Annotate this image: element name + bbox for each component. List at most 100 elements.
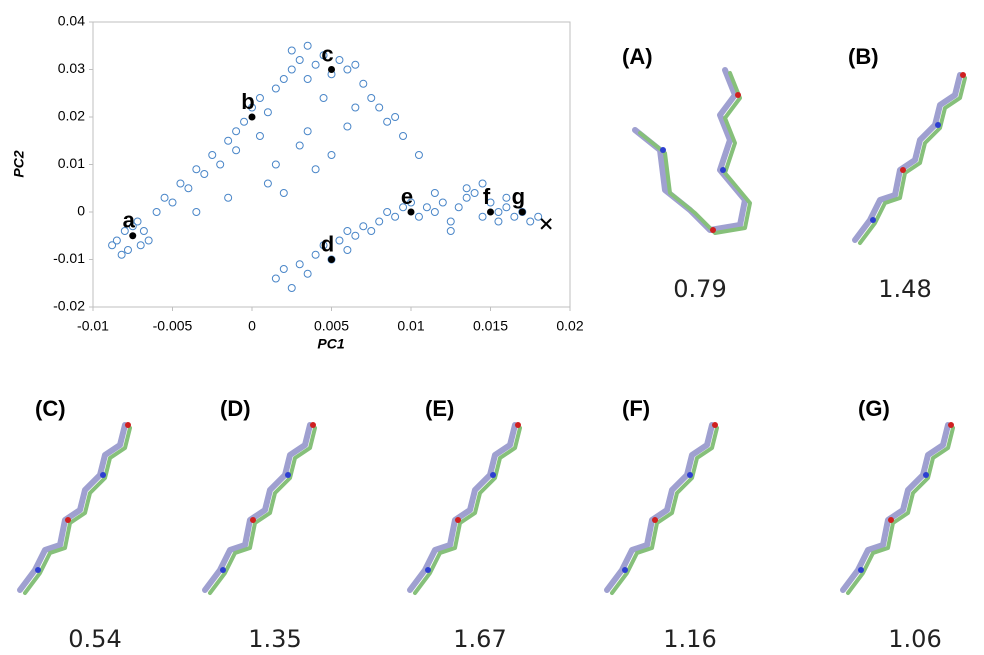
point (335, 56, 344, 64)
atom (515, 422, 521, 428)
point (502, 193, 511, 202)
atom (870, 217, 876, 223)
point (184, 184, 193, 193)
point (279, 189, 288, 197)
molecule-stick (610, 426, 719, 595)
atom (935, 122, 941, 128)
x-tick-label: -0.01 (77, 318, 109, 334)
point (168, 198, 177, 207)
point (391, 113, 400, 121)
point (391, 212, 400, 221)
atom (720, 167, 726, 173)
panel-label: (E) (425, 396, 454, 421)
point (510, 212, 519, 221)
point (462, 193, 471, 202)
point (287, 284, 296, 292)
point (343, 65, 352, 74)
y-tick-label: 0.01 (58, 155, 85, 171)
point (152, 208, 161, 216)
atom (888, 517, 894, 523)
point (430, 189, 439, 197)
panel-rmsd: 0.79 (673, 275, 726, 303)
molecule-stick (632, 67, 748, 233)
point (454, 203, 463, 212)
point (414, 212, 423, 221)
point (414, 151, 423, 159)
atom (900, 167, 906, 173)
x-tick-label: 0 (248, 318, 256, 334)
atom (455, 517, 461, 523)
point (117, 250, 126, 259)
point (224, 136, 233, 145)
point (327, 151, 336, 159)
point (351, 60, 360, 69)
y-tick-label: -0.02 (53, 298, 85, 314)
atom (923, 472, 929, 478)
atom (710, 227, 716, 233)
molecule-panel (604, 422, 719, 595)
point (494, 217, 503, 226)
point (248, 103, 256, 112)
panel-rmsd: 0.54 (68, 625, 121, 650)
point (255, 132, 264, 140)
point-label: a (123, 208, 136, 233)
atom (735, 92, 741, 98)
point-label: d (321, 231, 334, 256)
labeled-point (487, 208, 494, 216)
point (351, 103, 360, 112)
labeled-point (248, 113, 256, 121)
labeled-point (328, 256, 335, 263)
atom (490, 472, 496, 478)
point (526, 217, 535, 226)
point (279, 265, 288, 273)
point (343, 122, 352, 131)
panel-rmsd: 1.35 (248, 625, 301, 650)
point (319, 51, 328, 60)
atom (125, 422, 131, 428)
point (422, 203, 431, 212)
point (123, 246, 132, 254)
point (263, 108, 272, 117)
atom (858, 567, 864, 573)
molecule-stick (604, 422, 715, 593)
atom (687, 472, 693, 478)
point (470, 189, 479, 197)
atom (660, 147, 666, 153)
point (133, 217, 142, 226)
point (271, 160, 280, 169)
panel-rmsd: 1.06 (888, 625, 941, 650)
point (303, 269, 312, 278)
panel-rmsd: 1.16 (663, 625, 716, 650)
y-tick-label: -0.01 (53, 250, 85, 266)
point (200, 170, 209, 178)
atom (425, 567, 431, 573)
point (192, 208, 201, 216)
panel-label: (F) (622, 396, 650, 421)
point (287, 65, 296, 74)
point-label: e (401, 184, 413, 209)
y-tick-label: 0.04 (58, 13, 85, 29)
molecule-stick (840, 422, 951, 593)
point (407, 198, 415, 207)
x-tick-label: -0.005 (153, 318, 193, 334)
point (128, 222, 137, 231)
point (208, 151, 217, 159)
atom (652, 517, 658, 523)
point (438, 198, 447, 207)
atom (622, 567, 628, 573)
y-tick-label: 0 (77, 203, 85, 219)
point (446, 217, 455, 226)
atom (310, 422, 316, 428)
point (120, 227, 129, 235)
labeled-point (328, 66, 335, 73)
point (287, 46, 296, 55)
x-tick-label: 0.02 (556, 318, 583, 334)
molecule-panel (632, 67, 752, 235)
atom (712, 422, 718, 428)
point (271, 84, 280, 93)
point (478, 179, 487, 188)
point (112, 236, 121, 245)
point (240, 117, 249, 126)
point (232, 146, 241, 155)
atom (35, 567, 41, 573)
